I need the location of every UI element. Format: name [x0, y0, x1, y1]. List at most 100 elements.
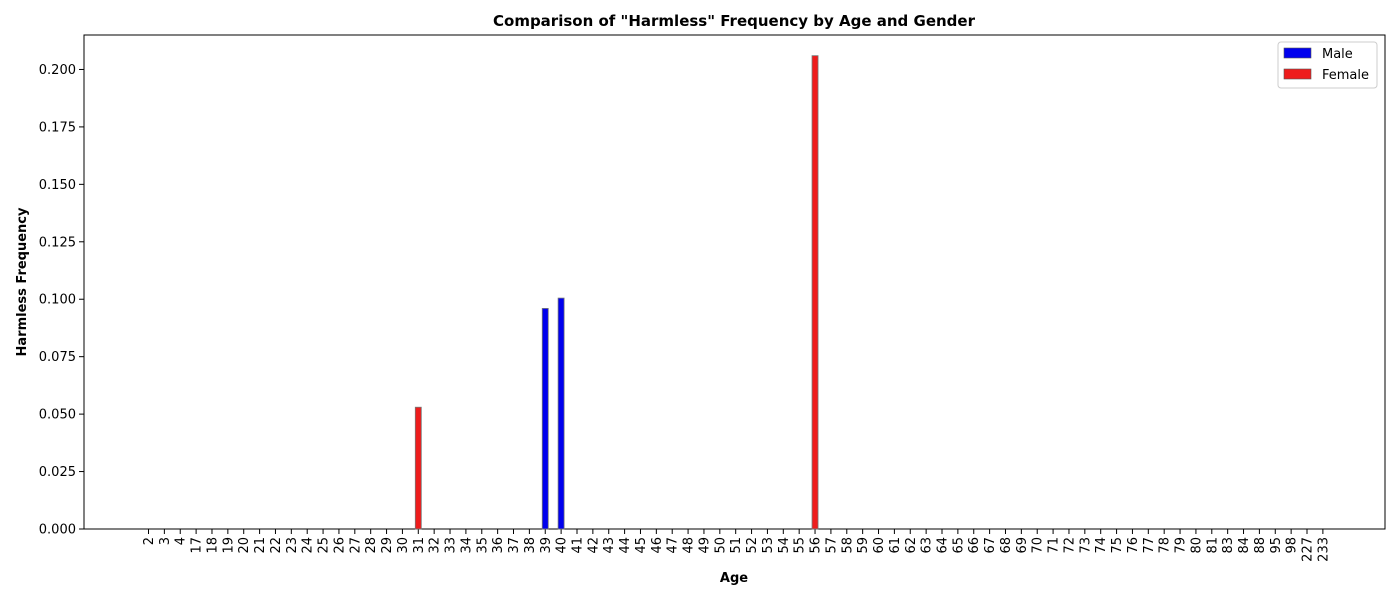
x-tick-label: 48 — [682, 537, 697, 554]
x-tick-label: 227 — [1301, 537, 1316, 562]
x-tick-label: 56 — [809, 537, 824, 554]
x-tick-label: 72 — [1062, 537, 1077, 554]
x-tick-label: 47 — [666, 537, 681, 554]
y-tick-label: 0.175 — [39, 120, 76, 135]
x-tick-label: 95 — [1269, 537, 1284, 554]
x-tick-label: 88 — [1253, 537, 1268, 554]
x-tick-label: 30 — [396, 537, 411, 554]
x-tick-label: 24 — [301, 537, 316, 554]
x-tick-label: 51 — [729, 537, 744, 554]
x-tick-label: 27 — [348, 537, 363, 554]
x-tick-label: 76 — [1126, 537, 1141, 554]
x-tick-label: 83 — [1221, 537, 1236, 554]
y-tick-label: 0.100 — [39, 293, 76, 308]
x-tick-label: 84 — [1237, 537, 1252, 554]
legend-swatch-female — [1283, 68, 1312, 80]
x-tick-label: 54 — [777, 537, 792, 554]
x-tick-label: 25 — [317, 537, 332, 554]
x-tick-label: 61 — [888, 537, 903, 554]
legend-swatch-male — [1283, 47, 1312, 59]
x-tick-label: 71 — [1047, 537, 1062, 554]
x-tick-label: 32 — [428, 537, 443, 554]
x-tick-label: 39 — [539, 537, 554, 554]
x-tick-label: 34 — [459, 537, 474, 554]
x-tick-label: 233 — [1316, 537, 1331, 562]
x-tick-label: 63 — [920, 537, 935, 554]
bar-male-39 — [541, 308, 549, 530]
x-tick-label: 77 — [1142, 537, 1157, 554]
x-axis: 2 3 4 17 18 19 20 21 22 23 24 25 26 27 28 29 30 31 32 33 34 3… — [142, 529, 1331, 562]
x-tick-label: 20 — [237, 537, 252, 554]
x-tick-label: 78 — [1158, 537, 1173, 554]
x-tick-label: 52 — [745, 537, 760, 554]
y-tick-label: 0.025 — [39, 465, 76, 480]
x-tick-label: 57 — [824, 537, 839, 554]
x-tick-label: 3 — [158, 537, 173, 545]
x-tick-label: 70 — [1031, 537, 1046, 554]
x-tick-label: 26 — [332, 537, 347, 554]
x-tick-label: 31 — [412, 537, 427, 554]
plot-area — [83, 34, 1386, 530]
x-tick-label: 79 — [1174, 537, 1189, 554]
x-tick-label: 55 — [793, 537, 808, 554]
x-tick-label: 36 — [491, 537, 506, 554]
x-tick-label: 37 — [507, 537, 522, 554]
legend: Male Female — [1277, 41, 1378, 89]
x-tick-label: 80 — [1189, 537, 1204, 554]
x-tick-label: 45 — [634, 537, 649, 554]
y-axis: 0.000 0.025 0.050 0.075 0.100 0.125 0.150 0.175… — [39, 63, 84, 538]
x-tick-label: 68 — [999, 537, 1014, 554]
x-tick-label: 42 — [586, 537, 601, 554]
x-tick-label: 74 — [1094, 537, 1109, 554]
x-tick-label: 18 — [205, 537, 220, 554]
bar-male-40 — [557, 297, 565, 530]
chart-title: Comparison of "Harmless" Frequency by Ag… — [493, 12, 976, 30]
x-tick-label: 23 — [285, 537, 300, 554]
x-tick-label: 43 — [602, 537, 617, 554]
legend-label-female: Female — [1322, 68, 1369, 83]
x-tick-label: 29 — [380, 537, 395, 554]
y-tick-label: 0.200 — [39, 63, 76, 78]
x-tick-label: 67 — [983, 537, 998, 554]
x-tick-label: 98 — [1285, 537, 1300, 554]
x-tick-label: 40 — [555, 537, 570, 554]
y-tick-label: 0.150 — [39, 178, 76, 193]
x-tick-label: 2 — [142, 537, 157, 545]
x-tick-label: 64 — [936, 537, 951, 554]
x-tick-label: 75 — [1110, 537, 1125, 554]
x-tick-label: 69 — [1015, 537, 1030, 554]
y-tick-label: 0.125 — [39, 235, 76, 250]
y-tick-label: 0.075 — [39, 350, 76, 365]
x-tick-label: 19 — [221, 537, 236, 554]
x-tick-label: 62 — [904, 537, 919, 554]
bars — [414, 55, 819, 530]
x-tick-label: 81 — [1205, 537, 1220, 554]
x-tick-label: 17 — [190, 537, 205, 554]
bar-female-31 — [414, 406, 422, 530]
x-tick-label: 44 — [618, 537, 633, 554]
x-tick-label: 58 — [840, 537, 855, 554]
x-tick-label: 73 — [1078, 537, 1093, 554]
x-tick-label: 21 — [253, 537, 268, 554]
y-tick-label: 0.000 — [39, 523, 76, 538]
x-tick-label: 66 — [967, 537, 982, 554]
x-tick-label: 35 — [475, 537, 490, 554]
x-tick-label: 4 — [174, 537, 189, 545]
y-tick-label: 0.050 — [39, 408, 76, 423]
x-tick-label: 53 — [761, 537, 776, 554]
x-tick-label: 22 — [269, 537, 284, 554]
x-tick-label: 33 — [444, 537, 459, 554]
bar-female-56 — [811, 55, 819, 530]
x-tick-label: 59 — [856, 537, 871, 554]
x-tick-label: 38 — [523, 537, 538, 554]
legend-label-male: Male — [1322, 47, 1353, 62]
x-tick-label: 60 — [872, 537, 887, 554]
x-tick-label: 46 — [650, 537, 665, 554]
y-axis-label: Harmless Frequency — [15, 207, 30, 356]
x-tick-label: 49 — [697, 537, 712, 554]
x-tick-label: 28 — [364, 537, 379, 554]
x-axis-label: Age — [720, 571, 748, 586]
x-tick-label: 41 — [570, 537, 585, 554]
x-tick-label: 50 — [713, 537, 728, 554]
